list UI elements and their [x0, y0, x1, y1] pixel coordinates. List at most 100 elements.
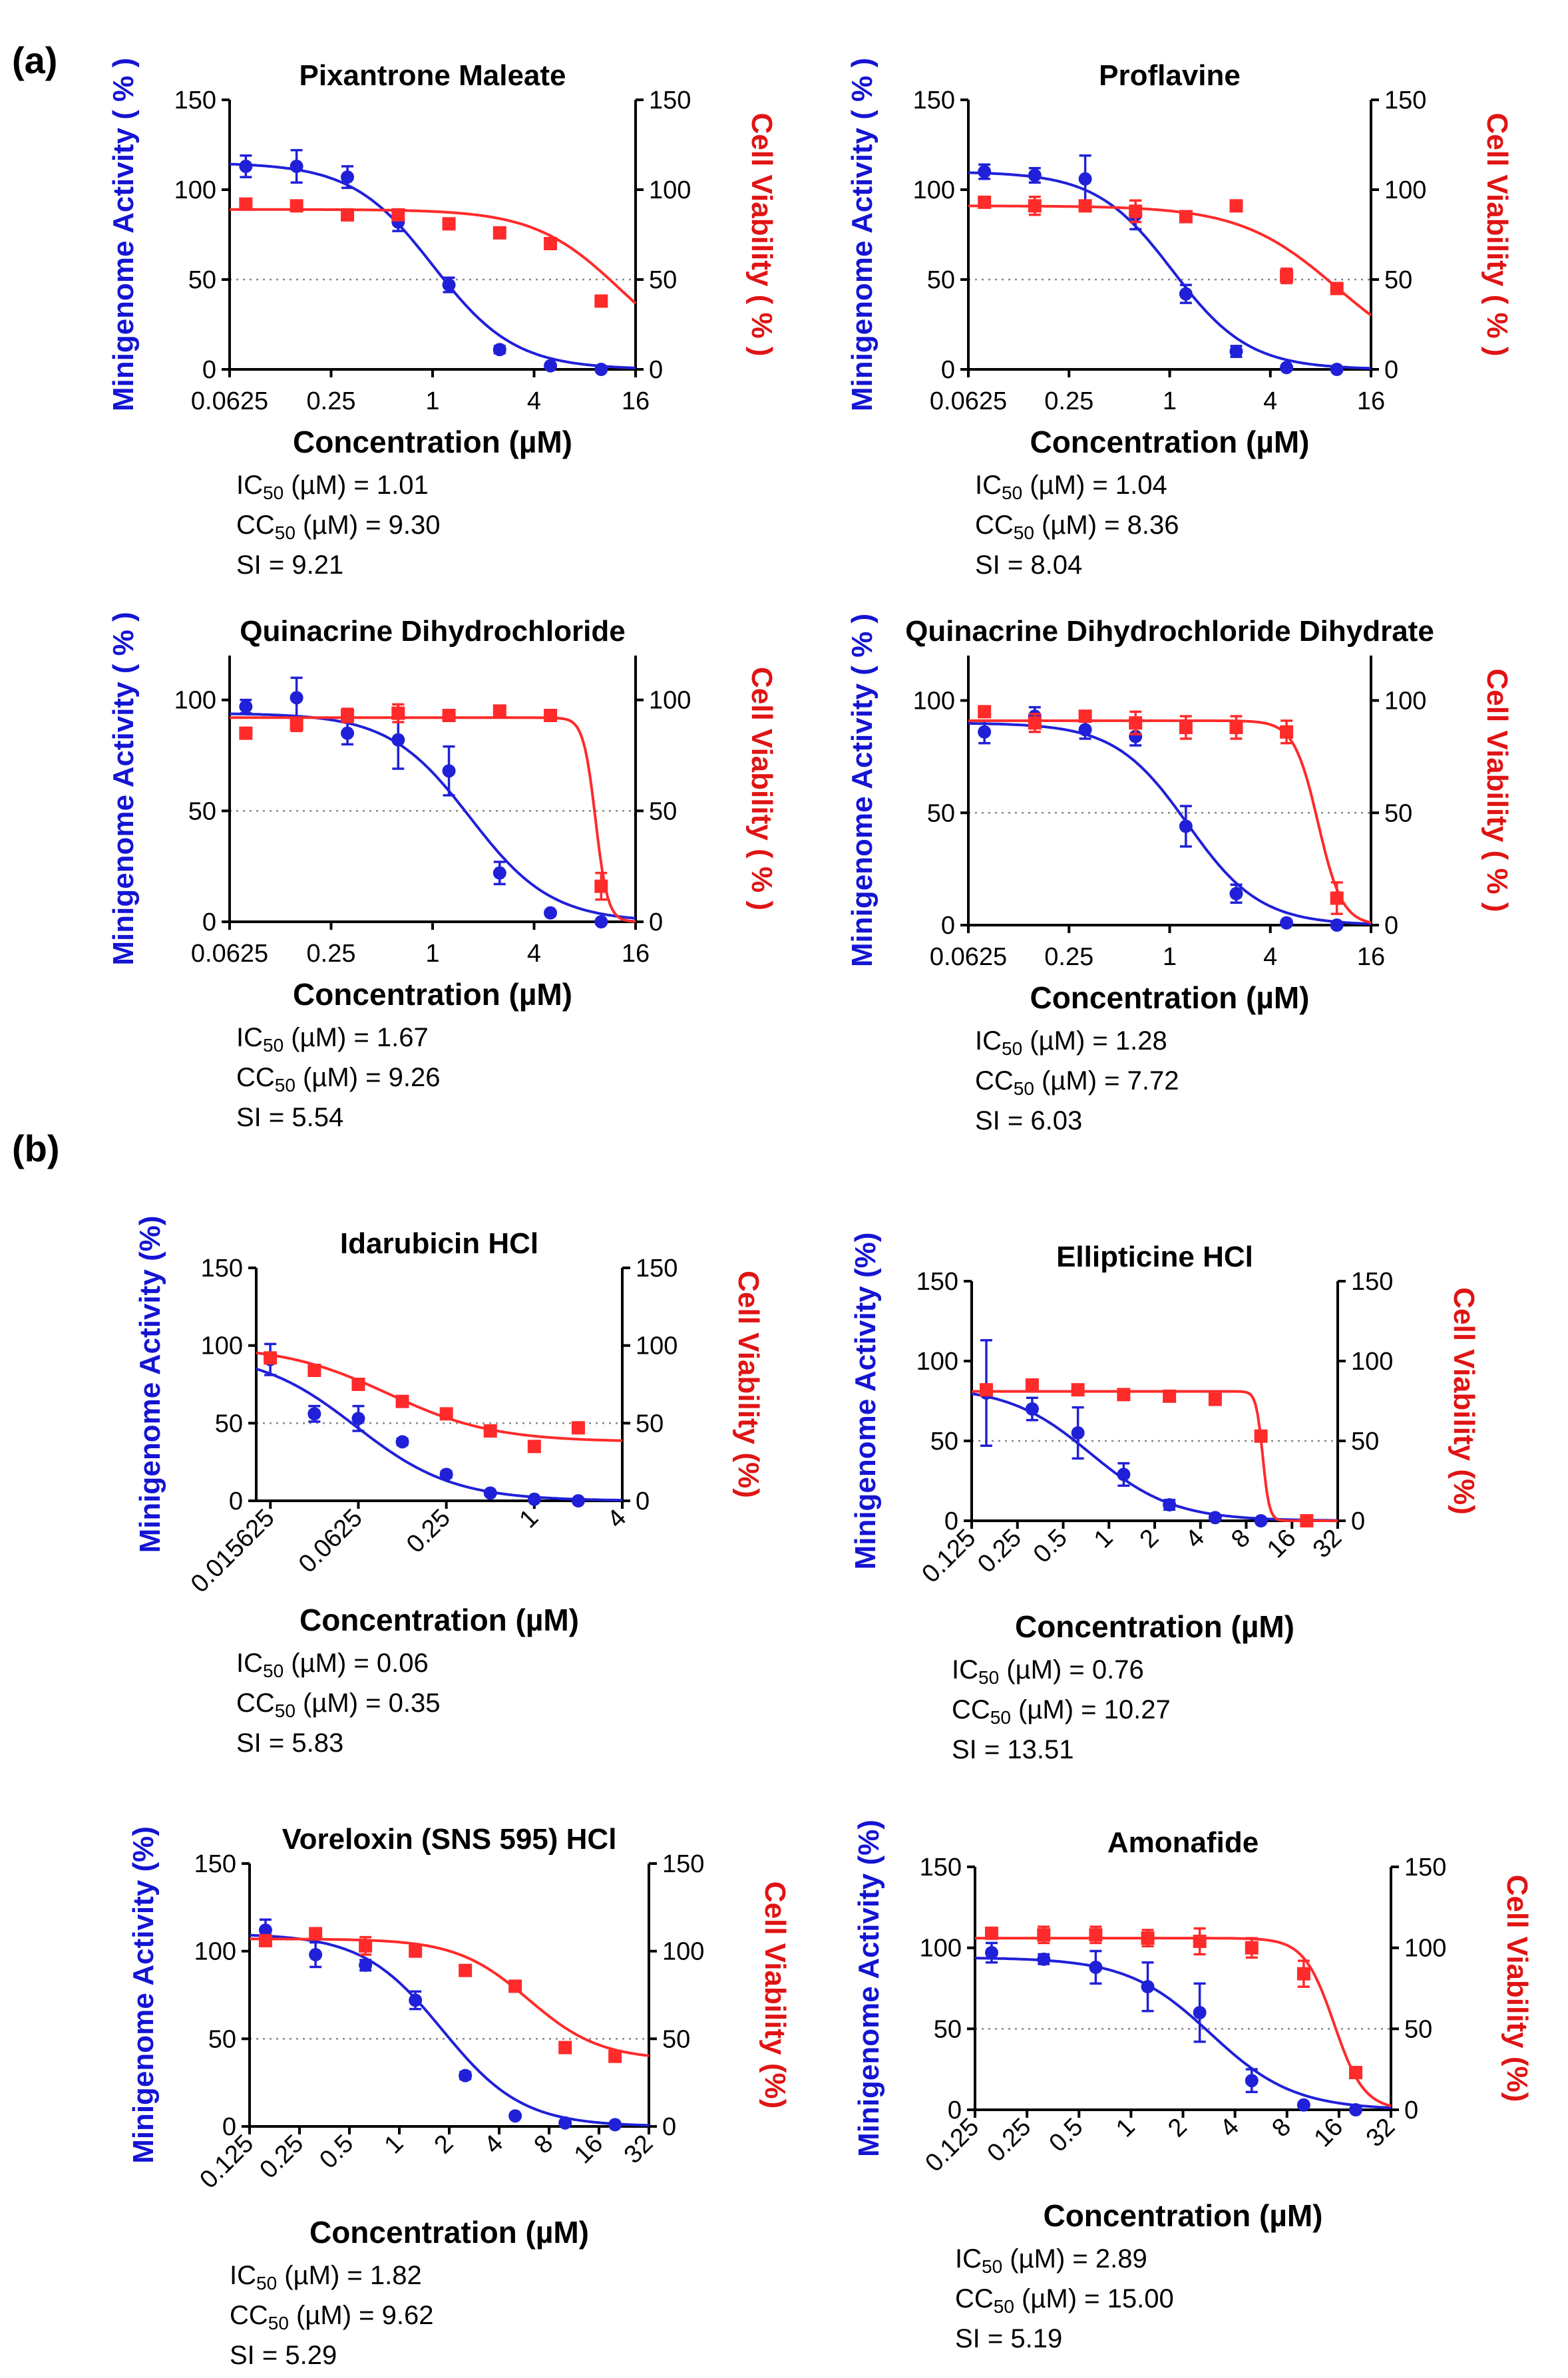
y-axis-title-left: Minigenome Activity ( % ) [846, 614, 879, 967]
viability-point [442, 217, 456, 231]
x-tick-label: 2 [1135, 1524, 1165, 1554]
y-axis-title-left: Minigenome Activity (%) [134, 1216, 166, 1553]
minigenome-point [558, 2116, 572, 2130]
y-tick-label-right: 100 [636, 1332, 678, 1360]
x-tick-label: 0.25 [972, 1524, 1027, 1579]
viability-point [1254, 1429, 1268, 1443]
minigenome-point [239, 159, 253, 173]
y-tick-label-left: 150 [920, 1854, 962, 1882]
y-tick-label-right: 100 [1404, 1935, 1446, 1963]
viability-point [1089, 1928, 1103, 1942]
viability-point [1028, 199, 1042, 213]
viability-point [442, 709, 456, 722]
stat-ic50: IC50 (µM) = 0.76 [952, 1655, 1144, 1688]
viability-point [239, 726, 253, 740]
x-tick-label: 4 [1180, 1524, 1210, 1554]
minigenome-point [1229, 887, 1243, 900]
viability-point [984, 1926, 998, 1940]
viability-point [307, 1364, 321, 1377]
y-tick-label-left: 50 [927, 799, 955, 827]
x-axis-title: Concentration (µM) [1030, 980, 1309, 1015]
minigenome-point [1025, 1402, 1039, 1416]
x-tick-label: 4 [527, 940, 541, 968]
y-tick-label-right: 150 [1351, 1268, 1393, 1296]
minigenome-point [483, 1486, 497, 1500]
y-tick-label-right: 0 [649, 356, 663, 384]
viability-point [409, 1944, 423, 1958]
chart-title: Idarubicin HCl [340, 1227, 538, 1260]
chart-title: Ellipticine HCl [1056, 1241, 1253, 1273]
y-tick-label-right: 0 [1351, 1507, 1365, 1535]
viability-fit-curve [968, 204, 1372, 317]
viability-fit-curve [230, 208, 637, 305]
chart-3: Quinacrine Dihydrochloride 0 0 50 50 100 100 0.… [107, 612, 778, 1132]
x-tick-label: 1 [379, 2130, 409, 2160]
viability-fit-curve [975, 1937, 1392, 2108]
x-tick-label: 2 [429, 2130, 459, 2160]
viability-point [341, 208, 355, 222]
y-tick-label-left: 0 [202, 908, 216, 936]
y-axis-title-right: Cell Viability ( % ) [1481, 669, 1513, 912]
y-tick-label-left: 50 [930, 1428, 958, 1456]
viability-point [1280, 269, 1294, 283]
minigenome-point [439, 1468, 453, 1482]
viability-point [1129, 716, 1143, 730]
minigenome-point [1117, 1468, 1131, 1482]
viability-point [1193, 1934, 1207, 1948]
minigenome-point [359, 1958, 373, 1972]
x-axis-title: Concentration (µM) [1030, 425, 1309, 459]
chart-title: Amonafide [1107, 1826, 1259, 1859]
x-tick-label: 16 [1309, 2113, 1349, 2153]
viability-point [290, 717, 303, 731]
viability-point [1296, 1967, 1310, 1981]
viability-point [1229, 199, 1243, 213]
minigenome-point [239, 699, 253, 713]
minigenome-point [1296, 2098, 1310, 2112]
minigenome-point [508, 2109, 522, 2123]
minigenome-point [571, 1494, 585, 1507]
x-tick-label: 1 [425, 387, 439, 415]
viability-point [594, 879, 608, 893]
minigenome-point [594, 915, 608, 928]
minigenome-point [395, 1435, 409, 1449]
viability-point [1037, 1928, 1051, 1942]
y-tick-label-left: 100 [194, 1938, 236, 1966]
x-tick-label: 8 [1226, 1524, 1256, 1554]
x-tick-label: 0.25 [1044, 387, 1093, 415]
x-tick-label: 0.25 [307, 387, 356, 415]
minigenome-point [544, 906, 558, 920]
y-tick-label-left: 50 [934, 2015, 962, 2043]
x-tick-label: 1 [1111, 2113, 1141, 2143]
viability-point [1163, 1389, 1177, 1403]
x-tick-label: 0.5 [1028, 1524, 1073, 1569]
x-tick-label: 1 [425, 940, 439, 968]
chart-5: Idarubicin HCl 0 0 50 50 100 100 150 150 0.015625… [134, 1216, 765, 1758]
stat-si: SI = 5.19 [955, 2324, 1062, 2353]
y-tick-label-left: 0 [941, 912, 955, 940]
minigenome-point [1280, 361, 1294, 375]
stat-si: SI = 5.54 [236, 1103, 343, 1132]
y-tick-label-left: 0 [222, 2113, 236, 2141]
y-tick-label-right: 150 [636, 1255, 678, 1283]
x-axis-title: Concentration (µM) [293, 977, 572, 1012]
y-tick-label-left: 50 [208, 2025, 236, 2053]
viability-point [483, 1424, 497, 1438]
stat-cc50: CC50 (µM) = 8.36 [975, 510, 1179, 543]
minigenome-point [442, 764, 456, 778]
stat-cc50: CC50 (µM) = 15.00 [955, 2284, 1174, 2317]
y-tick-label-left: 100 [916, 1348, 958, 1376]
viability-point [239, 197, 253, 211]
viability-point [1025, 1378, 1039, 1392]
y-tick-label-right: 50 [1404, 2015, 1432, 2043]
viability-point [391, 706, 405, 720]
x-tick-label: 16 [622, 387, 650, 415]
viability-point [571, 1421, 585, 1435]
stat-si: SI = 13.51 [952, 1735, 1074, 1764]
y-tick-label-right: 100 [662, 1938, 704, 1966]
x-tick-label: 0.25 [1044, 943, 1093, 971]
viability-point [1245, 1941, 1259, 1955]
y-tick-label-left: 150 [174, 87, 216, 114]
minigenome-point [544, 359, 558, 373]
minigenome-fit-curve [971, 1392, 1338, 1522]
y-tick-label-right: 50 [1351, 1428, 1379, 1456]
